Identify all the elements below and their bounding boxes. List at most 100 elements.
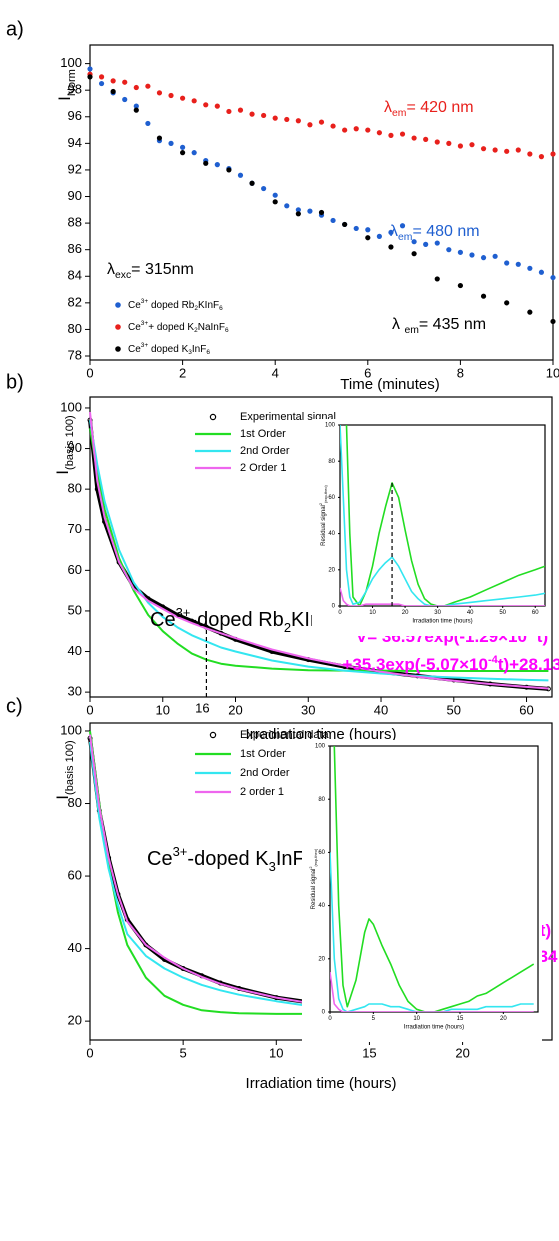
data-point (237, 172, 244, 178)
legend-marker (209, 731, 217, 739)
data-point (527, 309, 533, 315)
text-part: 6 (225, 327, 229, 334)
legend-label: Experimental data (240, 729, 330, 741)
data-point (457, 282, 463, 289)
x-tick-label: 20 (455, 1046, 469, 1061)
data-point (515, 147, 521, 153)
data-point (550, 151, 556, 157)
marker-label: 16 (195, 700, 209, 715)
legend-label: 2nd Order (240, 767, 290, 779)
text-part: InF (192, 344, 206, 355)
y-tick-label: 0 (332, 604, 336, 610)
x-tick-label: 50 (447, 703, 461, 718)
y-tick-label: 40 (68, 940, 82, 955)
data-point (110, 78, 116, 84)
text-part: I (53, 470, 72, 475)
x-tick-label: 10 (369, 610, 376, 616)
y-tick-label: 82 (68, 294, 82, 309)
data-point (143, 942, 149, 948)
text-part: t)+28.13 (498, 655, 559, 674)
x-tick-label: 40 (374, 703, 388, 718)
x-tick-label: 30 (301, 703, 315, 718)
x-tick-label: 0 (86, 366, 93, 381)
legend-label: 2 Order 1 (240, 462, 286, 474)
data-point (191, 150, 197, 156)
x-axis-label: Irradiation time (hours) (246, 726, 397, 743)
data-point (457, 249, 463, 255)
y-tick-label: 80 (68, 481, 82, 496)
text-part: 1st Order (240, 428, 286, 440)
x-tick-label: 10 (413, 1016, 420, 1022)
plot-frame (89, 44, 554, 361)
x-tick-label: 20 (402, 610, 409, 616)
x-axis-label: Time (minutes) (340, 376, 439, 393)
text-part: em (398, 232, 412, 243)
text-part: InF (276, 848, 305, 870)
data-point (318, 119, 325, 125)
data-point (399, 223, 406, 229)
x-tick-label: 0 (86, 703, 93, 718)
y-tick-label: 90 (68, 188, 82, 203)
text-part: em (392, 108, 406, 119)
data-point (492, 253, 498, 259)
series-line (330, 852, 534, 1012)
y-axis-label: INorm (55, 69, 77, 101)
data-point (168, 92, 174, 99)
data-point (480, 293, 487, 299)
text-part: +35.3exp(-5.07×10 (342, 655, 488, 674)
data-point (180, 144, 186, 150)
x-tick-label: 0 (338, 610, 342, 616)
data-point (272, 115, 278, 121)
y-tick-label: 90 (68, 440, 82, 455)
y-tick-label: 30 (68, 684, 82, 699)
text-part: 2 order 1 (240, 786, 284, 798)
text-part: λ (390, 223, 398, 240)
inset-y-label: Residual signal2(exp-theo) (308, 848, 318, 909)
legend-label: 2 order 1 (240, 786, 284, 798)
text-part: 2 Order 1 (240, 462, 286, 474)
text-part: 3+ (176, 605, 191, 620)
y-tick-label: 60 (68, 562, 82, 577)
x-axis-label: Irradiation time (hours) (246, 1075, 397, 1092)
text-part: Ce (128, 322, 141, 333)
data-point (504, 260, 510, 266)
x-tick-label: 5 (180, 1046, 187, 1061)
text-part: Residual signal (321, 505, 327, 546)
data-point (538, 269, 545, 275)
x-tick-label: 2 (179, 366, 186, 381)
data-point (365, 127, 371, 133)
data-point (538, 154, 545, 160)
inset: 0 5 10 15 20 0 20 40 60 80 100 Irradiation time (ho… (302, 740, 542, 1042)
data-point (330, 123, 336, 129)
data-point (284, 203, 290, 209)
data-point (469, 142, 475, 148)
text-part: + doped K (148, 322, 194, 333)
text-part: exc (115, 270, 131, 281)
text-part: 2 (308, 866, 313, 868)
text-part: (exp-theo) (323, 484, 328, 502)
text-part: Ce (147, 848, 173, 870)
text-part: = 420 nm (406, 99, 473, 116)
inset-y-label: Residual signal2(exp-theo) (318, 484, 328, 545)
y-tick-label: 0 (322, 1010, 326, 1016)
series-line (89, 411, 549, 690)
data-point (180, 150, 186, 156)
text-part: 6 (219, 305, 223, 312)
data-point (180, 95, 186, 101)
x-tick-label: 20 (228, 703, 242, 718)
data-point (411, 239, 417, 245)
chart-panel: b)0 10 20 30 40 50 603040506070809010016Irradi… (6, 371, 559, 743)
text-part: t) (540, 921, 551, 940)
y-tick-label: 92 (68, 161, 82, 176)
inset: 0 10 20 30 40 50 60 0 20 40 60 80 100 Irradiation tim… (312, 419, 549, 636)
data-point (168, 140, 174, 146)
x-tick-label: 4 (272, 366, 279, 381)
data-point (527, 265, 533, 271)
data-point (388, 244, 394, 250)
text-part: 3+ (141, 298, 149, 305)
data-point (504, 148, 510, 154)
y-tick-label: 60 (68, 867, 82, 882)
legend-marker (209, 413, 217, 421)
legend-marker (115, 346, 121, 352)
